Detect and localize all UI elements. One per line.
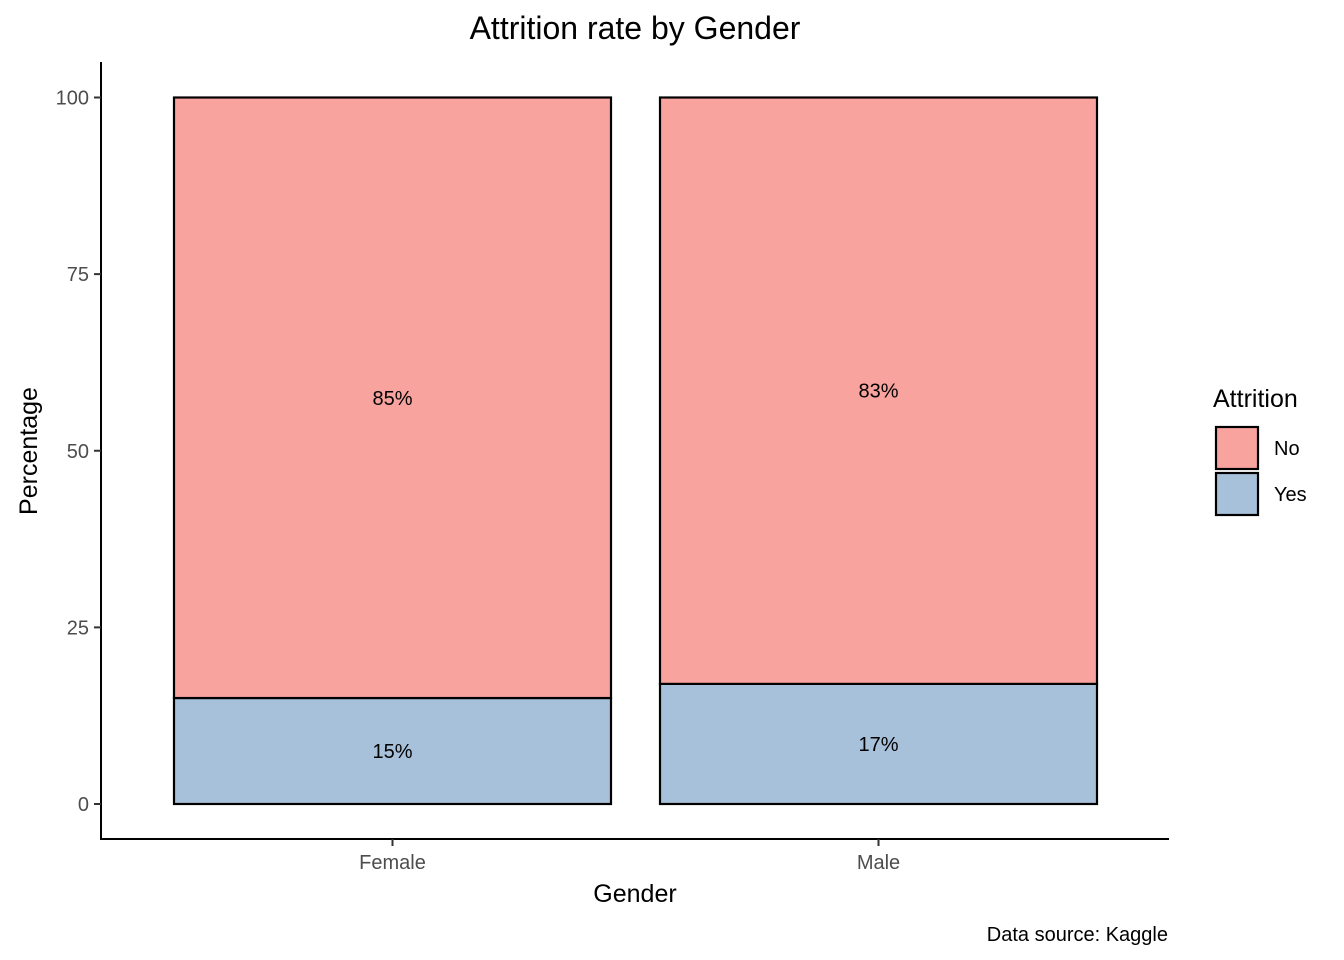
plot-area: 15% 85% 17% 83% xyxy=(172,96,1099,806)
y-axis-ticks: 0 25 50 75 100 xyxy=(56,88,101,816)
bar-data-label: 85% xyxy=(372,388,412,410)
y-axis-title: Percentage xyxy=(15,387,43,515)
y-tick-label: 0 xyxy=(78,794,89,816)
x-axis-title: Gender xyxy=(593,880,676,908)
legend-key-no xyxy=(1214,425,1260,471)
bar-data-label: 15% xyxy=(372,741,412,763)
bar-segment-no xyxy=(658,96,1099,685)
x-tick-label: Male xyxy=(857,852,900,874)
legend-key-yes xyxy=(1214,471,1260,517)
bar-segment-yes xyxy=(172,696,613,806)
bar-segment-no xyxy=(172,96,613,700)
chart-title: Attrition rate by Gender xyxy=(470,10,801,46)
legend-title: Attrition xyxy=(1213,385,1298,413)
legend-label: Yes xyxy=(1274,484,1307,506)
y-tick-label: 75 xyxy=(67,264,89,286)
y-tick-label: 100 xyxy=(56,88,89,110)
legend-label: No xyxy=(1274,438,1300,460)
x-tick-label: Female xyxy=(359,852,426,874)
legend: Attrition No Yes xyxy=(1213,385,1307,517)
y-tick-label: 25 xyxy=(67,617,89,639)
y-tick-label: 50 xyxy=(67,441,89,463)
x-axis-ticks: Female Male xyxy=(359,839,900,874)
bar-data-label: 17% xyxy=(858,734,898,756)
caption: Data source: Kaggle xyxy=(987,924,1168,946)
bar-data-label: 83% xyxy=(858,381,898,403)
